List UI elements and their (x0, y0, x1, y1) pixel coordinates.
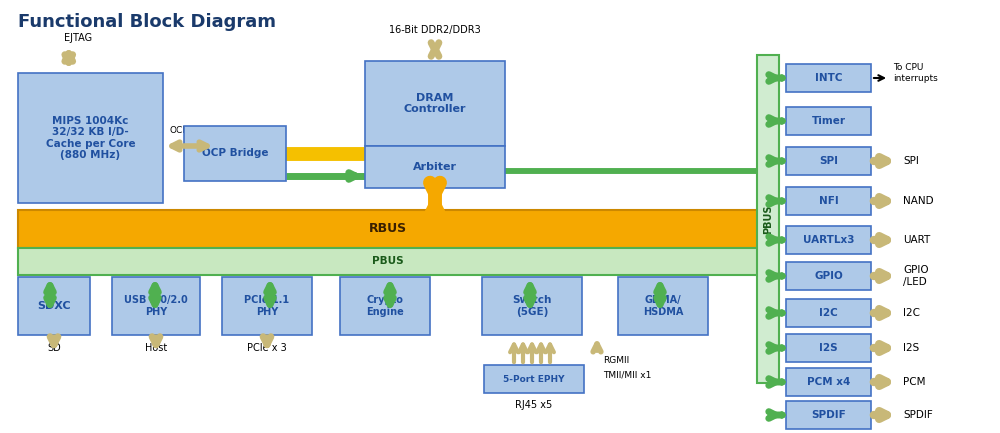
Text: Functional Block Diagram: Functional Block Diagram (18, 13, 276, 31)
Text: Crypto
Engine: Crypto Engine (366, 295, 404, 317)
Bar (757, 55, 779, 383)
FancyBboxPatch shape (786, 334, 871, 362)
FancyBboxPatch shape (222, 277, 312, 335)
Text: GDMA/
HSDMA: GDMA/ HSDMA (643, 295, 683, 317)
Text: NFI: NFI (819, 196, 838, 206)
FancyBboxPatch shape (786, 107, 871, 135)
FancyBboxPatch shape (18, 277, 90, 335)
Text: Timer: Timer (812, 116, 846, 126)
Text: EJTAG: EJTAG (64, 33, 92, 43)
Text: SDXC: SDXC (37, 301, 71, 311)
Text: UARTLx3: UARTLx3 (803, 235, 854, 245)
Text: I2S: I2S (819, 343, 838, 353)
FancyBboxPatch shape (365, 61, 505, 146)
Bar (18, 210, 758, 248)
Text: Arbiter: Arbiter (413, 162, 457, 172)
Text: I2C: I2C (903, 308, 920, 318)
FancyBboxPatch shape (340, 277, 430, 335)
FancyBboxPatch shape (786, 262, 871, 290)
Text: SPDIF: SPDIF (903, 410, 933, 420)
Text: INTC: INTC (815, 73, 842, 83)
FancyBboxPatch shape (786, 64, 871, 92)
FancyBboxPatch shape (484, 365, 584, 393)
FancyBboxPatch shape (365, 146, 505, 188)
Text: SPI: SPI (903, 156, 919, 166)
Text: PCM: PCM (903, 377, 926, 387)
Text: UART: UART (903, 235, 930, 245)
FancyBboxPatch shape (786, 368, 871, 396)
Bar (18, 248, 758, 275)
Text: SD: SD (47, 343, 61, 353)
Text: Switch
(5GE): Switch (5GE) (512, 295, 552, 317)
Text: USB 3.0/2.0
PHY: USB 3.0/2.0 PHY (124, 295, 188, 317)
FancyBboxPatch shape (184, 126, 286, 181)
FancyBboxPatch shape (786, 147, 871, 175)
Text: DRAM
Controller: DRAM Controller (404, 93, 466, 114)
Text: TMII/MII x1: TMII/MII x1 (603, 371, 651, 380)
Text: OCP Bridge: OCP Bridge (202, 149, 268, 158)
Text: PCIe x 3: PCIe x 3 (247, 343, 287, 353)
Text: Host: Host (145, 343, 167, 353)
FancyBboxPatch shape (786, 187, 871, 215)
Text: SPI: SPI (819, 156, 838, 166)
Text: OCP_IF: OCP_IF (170, 125, 201, 134)
Text: NAND: NAND (903, 196, 934, 206)
Text: SPDIF: SPDIF (811, 410, 846, 420)
FancyBboxPatch shape (482, 277, 582, 335)
Text: GPIO
/LED: GPIO /LED (903, 265, 929, 287)
Text: PBUS: PBUS (372, 256, 404, 266)
Text: MIPS 1004Kc
32/32 KB I/D-
Cache per Core
(880 MHz): MIPS 1004Kc 32/32 KB I/D- Cache per Core… (46, 116, 135, 160)
Text: PCM x4: PCM x4 (807, 377, 850, 387)
FancyBboxPatch shape (112, 277, 200, 335)
Text: RGMII: RGMII (603, 356, 629, 365)
Text: To CPU
interrupts: To CPU interrupts (893, 63, 938, 83)
Text: GPIO: GPIO (814, 271, 843, 281)
FancyBboxPatch shape (786, 226, 871, 254)
Text: RJ45 x5: RJ45 x5 (515, 400, 553, 410)
Text: I2C: I2C (819, 308, 838, 318)
Text: PBUS: PBUS (763, 204, 773, 234)
Text: 16-Bit DDR2/DDR3: 16-Bit DDR2/DDR3 (389, 25, 481, 35)
FancyBboxPatch shape (618, 277, 708, 335)
Text: PCIe 1.1
PHY: PCIe 1.1 PHY (244, 295, 290, 317)
FancyBboxPatch shape (786, 299, 871, 327)
Text: I2S: I2S (903, 343, 919, 353)
Text: RBUS: RBUS (369, 223, 407, 236)
FancyBboxPatch shape (786, 401, 871, 429)
Text: 5-Port EPHY: 5-Port EPHY (503, 375, 565, 384)
FancyBboxPatch shape (18, 73, 163, 203)
